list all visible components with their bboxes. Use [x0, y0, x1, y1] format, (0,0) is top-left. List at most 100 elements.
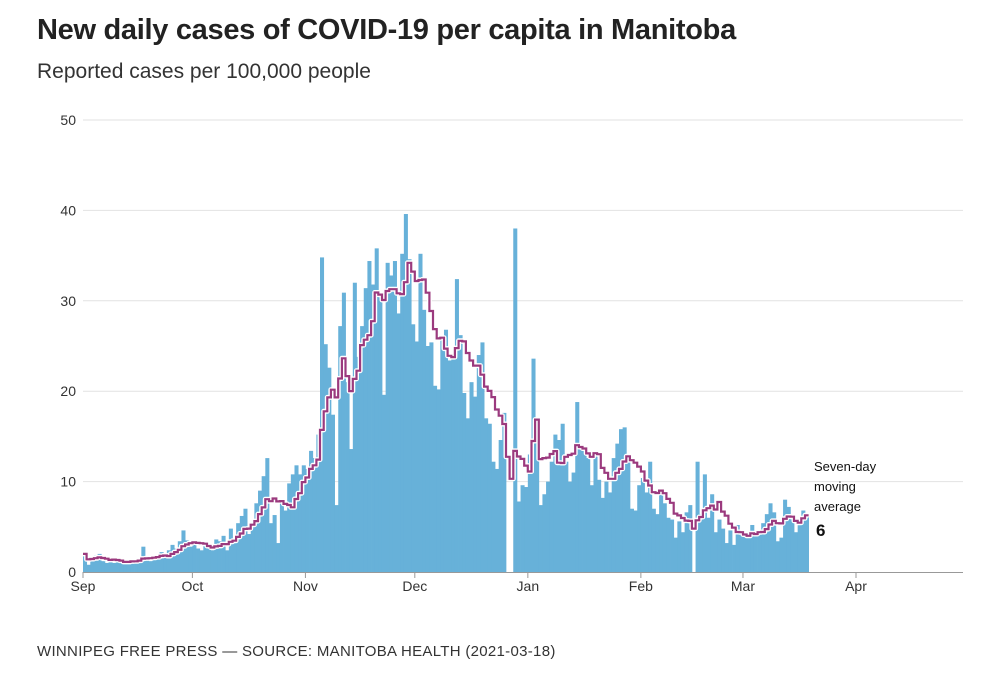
bar — [316, 434, 321, 572]
bar — [786, 506, 791, 572]
bar — [735, 524, 740, 572]
bar — [702, 474, 707, 572]
bar — [148, 561, 153, 572]
bar — [498, 440, 503, 572]
bar — [330, 414, 335, 572]
bar — [126, 561, 131, 572]
bar — [174, 548, 179, 572]
bar — [476, 355, 481, 572]
bar — [440, 336, 445, 572]
bar — [400, 253, 405, 573]
bar — [465, 418, 470, 572]
bar — [323, 344, 328, 572]
bar — [662, 503, 667, 572]
bar — [622, 427, 627, 572]
bar — [414, 341, 419, 572]
bar — [130, 559, 135, 572]
bar — [742, 535, 748, 572]
bar — [775, 541, 780, 572]
bar — [305, 468, 310, 572]
bar — [243, 508, 248, 572]
bar — [567, 481, 572, 572]
bar — [757, 532, 762, 572]
bar — [356, 356, 361, 572]
bar — [258, 490, 263, 572]
bar — [206, 546, 212, 572]
bar — [115, 561, 120, 572]
y-tick-label: 40 — [60, 202, 76, 218]
bar — [546, 481, 551, 572]
bar — [341, 292, 346, 572]
bar — [363, 288, 368, 572]
bar — [491, 461, 496, 572]
bar — [181, 530, 186, 572]
bar — [473, 396, 478, 572]
bar — [225, 550, 230, 572]
bar — [750, 524, 755, 572]
bar — [724, 543, 729, 572]
bar — [717, 519, 722, 572]
bar — [600, 497, 605, 572]
bar — [112, 562, 117, 572]
bar — [611, 458, 616, 572]
bar — [454, 279, 459, 572]
bar — [804, 516, 809, 572]
bar — [772, 512, 777, 572]
y-tick-label: 50 — [60, 112, 76, 128]
bar — [779, 537, 784, 572]
bar — [381, 394, 387, 572]
bar — [451, 355, 456, 572]
bar — [535, 421, 540, 572]
bar — [520, 485, 525, 572]
bar — [673, 537, 678, 572]
bar — [436, 389, 441, 572]
bar — [801, 510, 806, 572]
bar — [739, 534, 744, 572]
y-tick-label: 30 — [60, 293, 76, 309]
bar — [429, 342, 434, 572]
bar — [447, 360, 452, 572]
bar — [670, 519, 675, 572]
x-tick-label: Apr — [845, 578, 867, 594]
bar — [469, 382, 474, 572]
bar — [170, 544, 175, 572]
bar — [250, 523, 255, 572]
bar — [502, 412, 507, 572]
bar — [484, 418, 489, 572]
bar — [334, 505, 339, 572]
bar — [309, 450, 314, 572]
bar — [557, 440, 562, 572]
bar — [101, 561, 106, 572]
bar — [301, 465, 306, 572]
bar — [677, 521, 682, 572]
x-tick-label: Sep — [71, 578, 96, 594]
x-tick-label: Oct — [181, 578, 203, 594]
bar — [593, 456, 598, 572]
bar — [90, 558, 95, 572]
bar — [196, 548, 201, 572]
bar — [93, 555, 98, 572]
bar — [761, 523, 766, 572]
bar — [228, 528, 233, 572]
bar — [458, 335, 463, 572]
bar — [571, 472, 576, 572]
bar — [221, 535, 226, 572]
bar — [352, 282, 357, 572]
bar — [349, 449, 354, 572]
bar — [254, 503, 259, 572]
bar — [618, 429, 624, 572]
bar — [327, 367, 332, 572]
y-tick-label: 10 — [60, 474, 76, 490]
bar — [549, 461, 554, 572]
bar — [276, 543, 281, 572]
bar — [360, 326, 365, 572]
bar — [706, 517, 711, 572]
bar — [134, 561, 139, 572]
annotation-line-1: Seven-day — [814, 459, 877, 474]
bar — [247, 534, 252, 572]
bar — [542, 494, 547, 572]
bar — [783, 499, 788, 572]
bar — [418, 253, 423, 573]
bar — [710, 494, 715, 572]
bar — [83, 553, 88, 572]
